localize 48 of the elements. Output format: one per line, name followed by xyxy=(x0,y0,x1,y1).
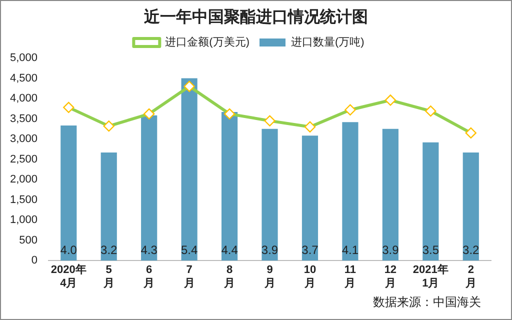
x-tick-label: 2021年 1月 xyxy=(412,263,448,290)
data-label: 4.3 xyxy=(140,242,158,257)
data-label: 3.5 xyxy=(422,242,440,257)
y-tick-label: 4,500 xyxy=(10,72,38,84)
data-label: 3.7 xyxy=(302,242,319,257)
bar xyxy=(60,126,77,261)
data-label: 5.4 xyxy=(180,242,198,257)
y-tick-label: 5,000 xyxy=(10,52,38,64)
bar xyxy=(100,152,117,261)
data-label: 3.9 xyxy=(382,242,400,257)
x-tick-label: 10 月 xyxy=(303,264,316,290)
data-label: 4.0 xyxy=(60,242,78,257)
y-tick-label: 4,000 xyxy=(10,92,38,105)
data-label: 3.2 xyxy=(462,242,480,257)
bar xyxy=(262,128,278,261)
source-note: 数据来源：中国海关 xyxy=(373,294,481,311)
bar xyxy=(462,152,479,261)
data-label: 3.9 xyxy=(261,242,278,257)
y-tick-label: 1,000 xyxy=(10,214,38,226)
y-tick-label: 2,500 xyxy=(10,153,38,166)
data-label: 3.2 xyxy=(100,242,118,257)
y-tick-label: 3,500 xyxy=(10,112,38,125)
x-tick-label: 5 月 xyxy=(102,264,114,290)
bar xyxy=(302,136,318,261)
bar xyxy=(342,122,358,261)
legend-label: 进口金额(万美元) xyxy=(165,36,250,49)
y-tick-label: 1,500 xyxy=(10,194,38,206)
bar xyxy=(422,142,439,261)
y-tick-label: 2,000 xyxy=(10,174,38,186)
bar xyxy=(382,128,398,261)
data-label: 4.4 xyxy=(221,242,238,257)
bar xyxy=(181,78,198,261)
x-tick-label: 6 月 xyxy=(142,264,155,290)
chart-title: 近一年中国聚酯进口情况统计图 xyxy=(143,7,369,28)
x-tick-label: 11 月 xyxy=(344,264,356,290)
legend-label: 进口数量(万吨) xyxy=(291,36,364,49)
x-tick-label: 7 月 xyxy=(182,264,195,290)
x-tick-label: 2 月 xyxy=(464,264,476,290)
bar xyxy=(141,115,158,261)
x-tick-label: 2020年 4月 xyxy=(50,263,86,290)
data-label: 4.1 xyxy=(342,242,359,257)
x-tick-label: 8 月 xyxy=(223,264,236,290)
y-tick-label: 500 xyxy=(19,234,38,246)
y-tick-label: 3,000 xyxy=(10,133,38,146)
bar xyxy=(221,112,238,261)
x-tick-label: 12 月 xyxy=(384,264,397,290)
y-tick-label: 0 xyxy=(31,254,38,267)
x-tick-label: 9 月 xyxy=(263,264,276,290)
